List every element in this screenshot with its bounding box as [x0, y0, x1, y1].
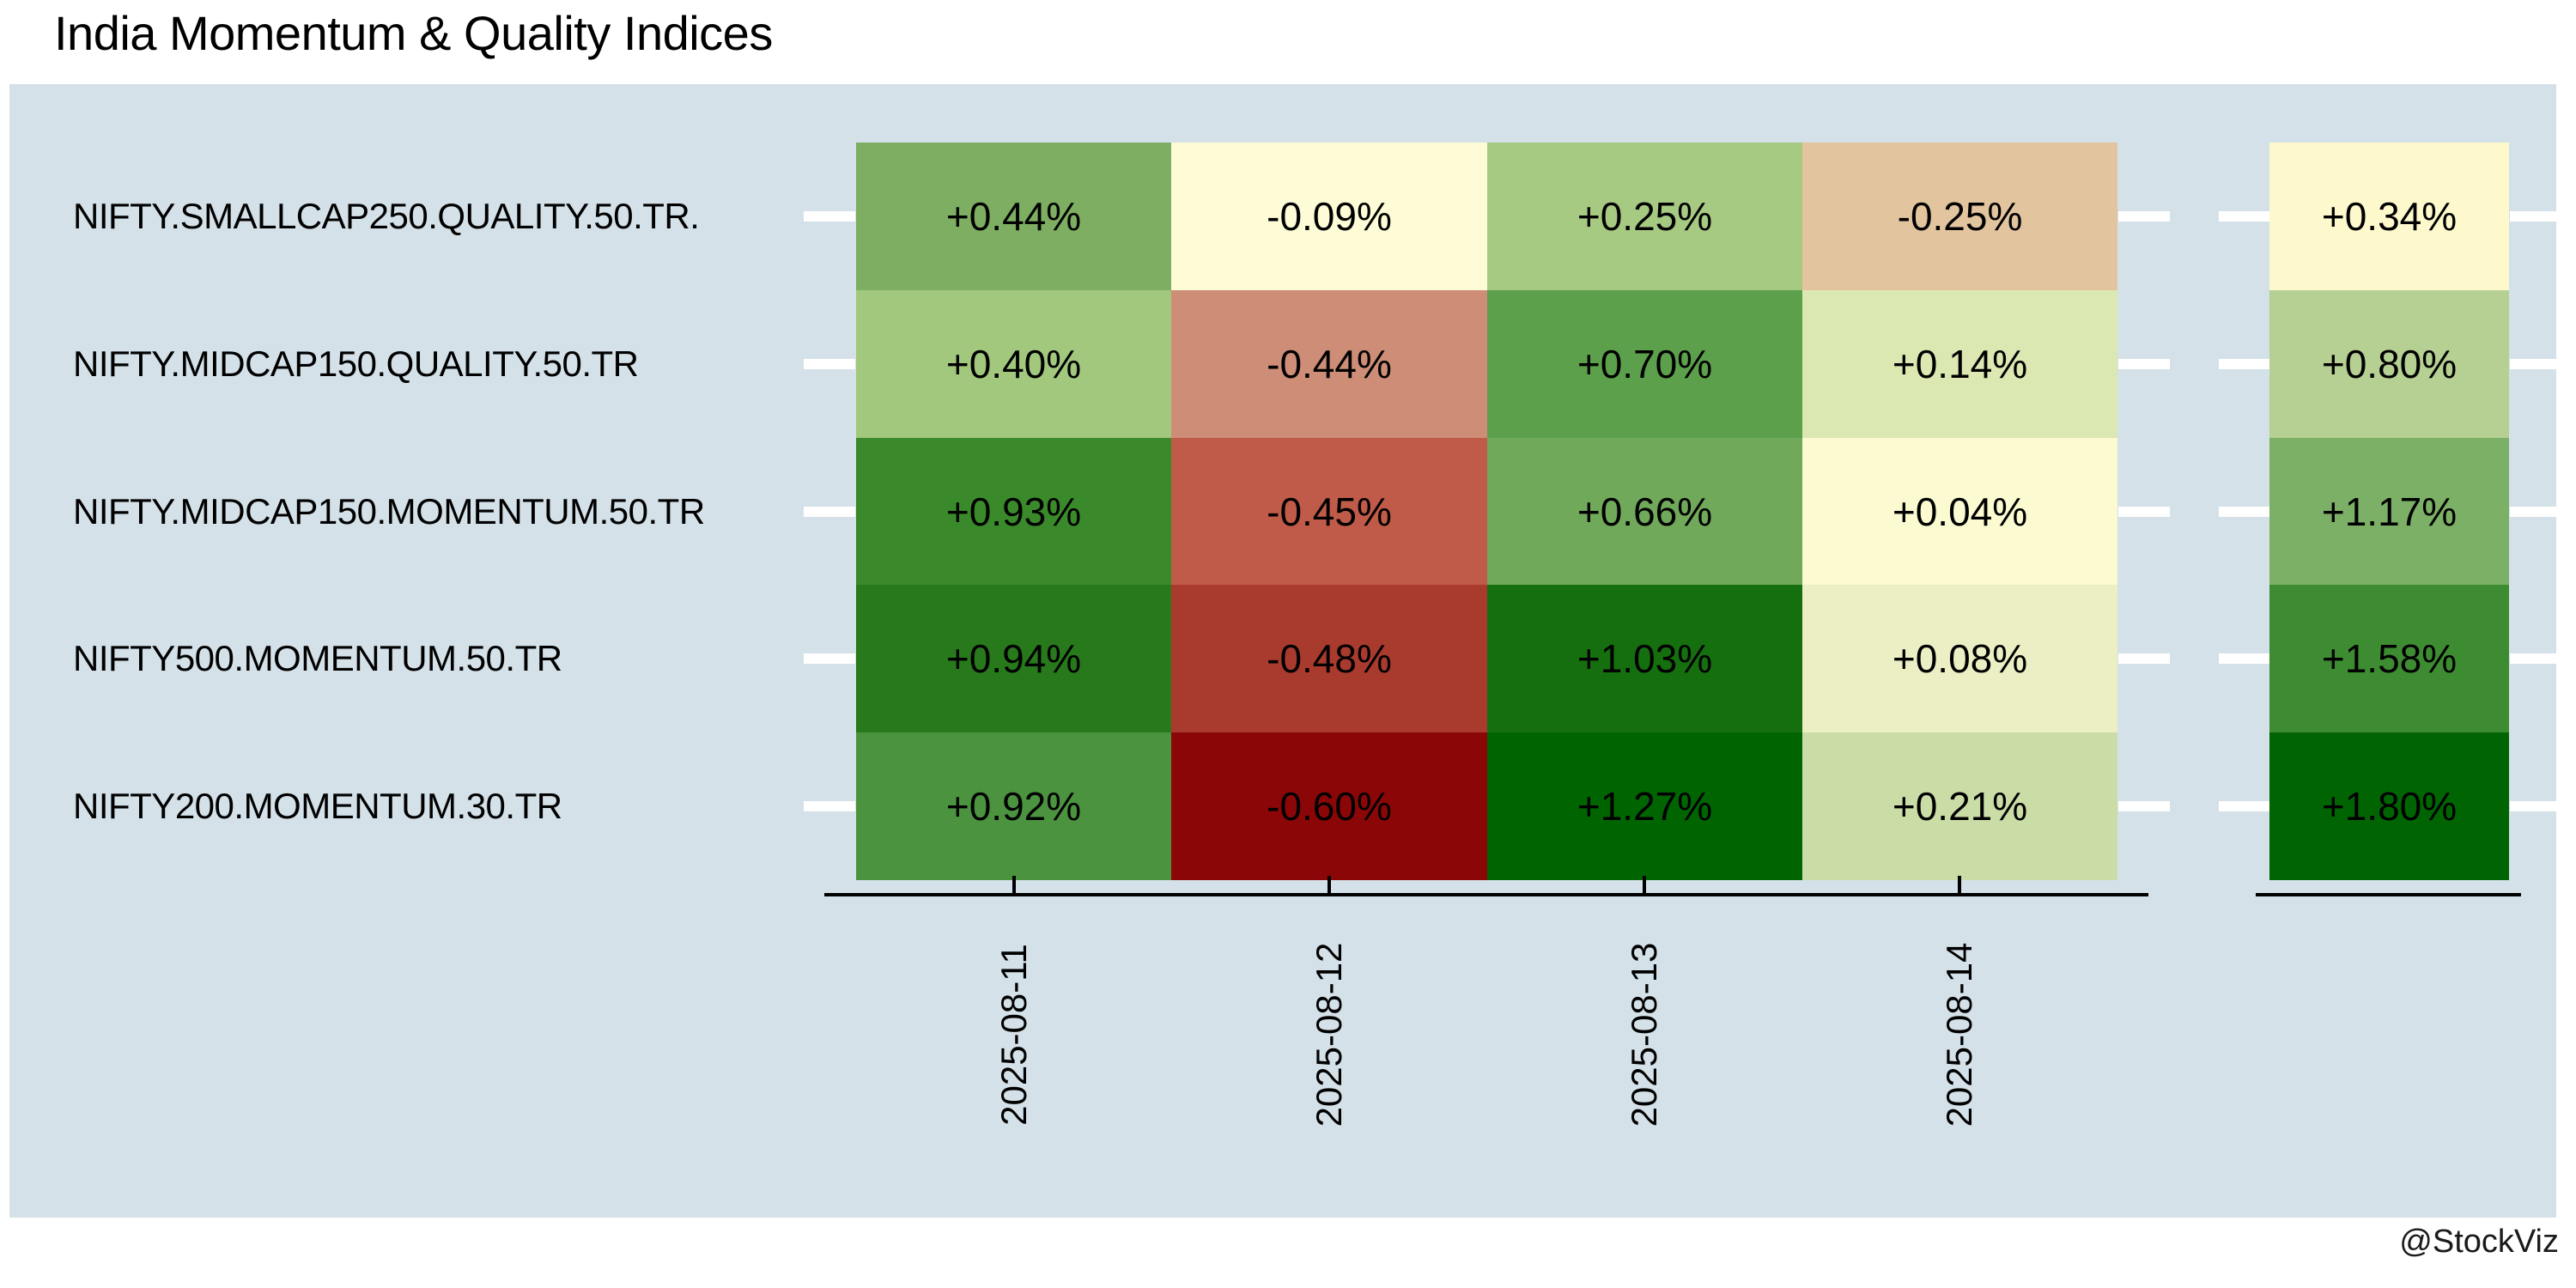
- summary-axis-line: [2256, 893, 2521, 896]
- summary-cell: +0.34%: [2269, 143, 2509, 290]
- summary-cell: +0.80%: [2269, 290, 2509, 438]
- heatmap-cell: +0.66%: [1487, 438, 1802, 585]
- y-tick-mark: [2510, 211, 2560, 222]
- y-tick-mark: [2118, 801, 2170, 811]
- heatmap-cell: +0.40%: [856, 290, 1171, 438]
- y-tick-mark: [804, 211, 855, 222]
- heatmap-cell: -0.44%: [1171, 290, 1487, 438]
- heatmap-cell: +1.27%: [1487, 732, 1802, 880]
- x-axis-tick: [1958, 876, 1961, 893]
- heatmap-cell: -0.25%: [1802, 143, 2117, 290]
- x-tick-label: 2025-08-12: [1309, 942, 1349, 1127]
- summary-cell: +1.58%: [2269, 585, 2509, 732]
- x-tick-label: 2025-08-11: [993, 944, 1034, 1126]
- heatmap-cell: +0.21%: [1802, 732, 2117, 880]
- y-tick-mark: [2219, 507, 2269, 517]
- heatmap-cell: +0.04%: [1802, 438, 2117, 585]
- y-tick-mark: [804, 801, 855, 811]
- y-tick-mark: [804, 653, 855, 664]
- x-axis-line: [824, 893, 2148, 896]
- y-tick-mark: [2118, 211, 2170, 222]
- y-tick-mark: [2219, 211, 2269, 222]
- heatmap-cell: +0.25%: [1487, 143, 1802, 290]
- heatmap-cell: +0.70%: [1487, 290, 1802, 438]
- summary-cell: +1.80%: [2269, 732, 2509, 880]
- heatmap-cell: -0.60%: [1171, 732, 1487, 880]
- heatmap-cell: -0.09%: [1171, 143, 1487, 290]
- heatmap-cell: +0.08%: [1802, 585, 2117, 732]
- y-tick-mark: [2118, 507, 2170, 517]
- y-tick-mark: [2118, 359, 2170, 369]
- heatmap-cell: +0.92%: [856, 732, 1171, 880]
- heatmap-cell: +0.44%: [856, 143, 1171, 290]
- x-tick-label: 2025-08-14: [1939, 942, 1979, 1127]
- watermark: @StockViz: [2399, 1224, 2559, 1260]
- y-tick-mark: [2219, 801, 2269, 811]
- y-tick-mark: [2118, 653, 2170, 664]
- x-axis-tick: [1012, 876, 1016, 893]
- y-tick-mark: [2219, 653, 2269, 664]
- heatmap-cell: -0.48%: [1171, 585, 1487, 732]
- y-tick-mark: [804, 507, 855, 517]
- row-label: NIFTY200.MOMENTUM.30.TR: [73, 786, 562, 826]
- chart-title: India Momentum & Quality Indices: [54, 6, 773, 60]
- row-label: NIFTY.MIDCAP150.MOMENTUM.50.TR: [73, 490, 705, 532]
- y-tick-mark: [804, 359, 855, 369]
- heatmap-cell: +0.93%: [856, 438, 1171, 585]
- y-tick-mark: [2510, 801, 2560, 811]
- y-tick-mark: [2510, 653, 2560, 664]
- row-label: NIFTY500.MOMENTUM.50.TR: [73, 638, 562, 678]
- heatmap-cell: +0.94%: [856, 585, 1171, 732]
- x-axis-tick: [1643, 876, 1646, 893]
- x-tick-label: 2025-08-13: [1624, 942, 1664, 1127]
- row-label: NIFTY.MIDCAP150.QUALITY.50.TR: [73, 343, 639, 384]
- heatmap-cell: -0.45%: [1171, 438, 1487, 585]
- y-tick-mark: [2510, 507, 2560, 517]
- y-tick-mark: [2510, 359, 2560, 369]
- x-axis-tick: [1327, 876, 1331, 893]
- row-label: NIFTY.SMALLCAP250.QUALITY.50.TR.: [73, 196, 700, 236]
- heatmap-cell: +0.14%: [1802, 290, 2117, 438]
- heatmap-cell: +1.03%: [1487, 585, 1802, 732]
- summary-cell: +1.17%: [2269, 438, 2509, 585]
- y-tick-mark: [2219, 359, 2269, 369]
